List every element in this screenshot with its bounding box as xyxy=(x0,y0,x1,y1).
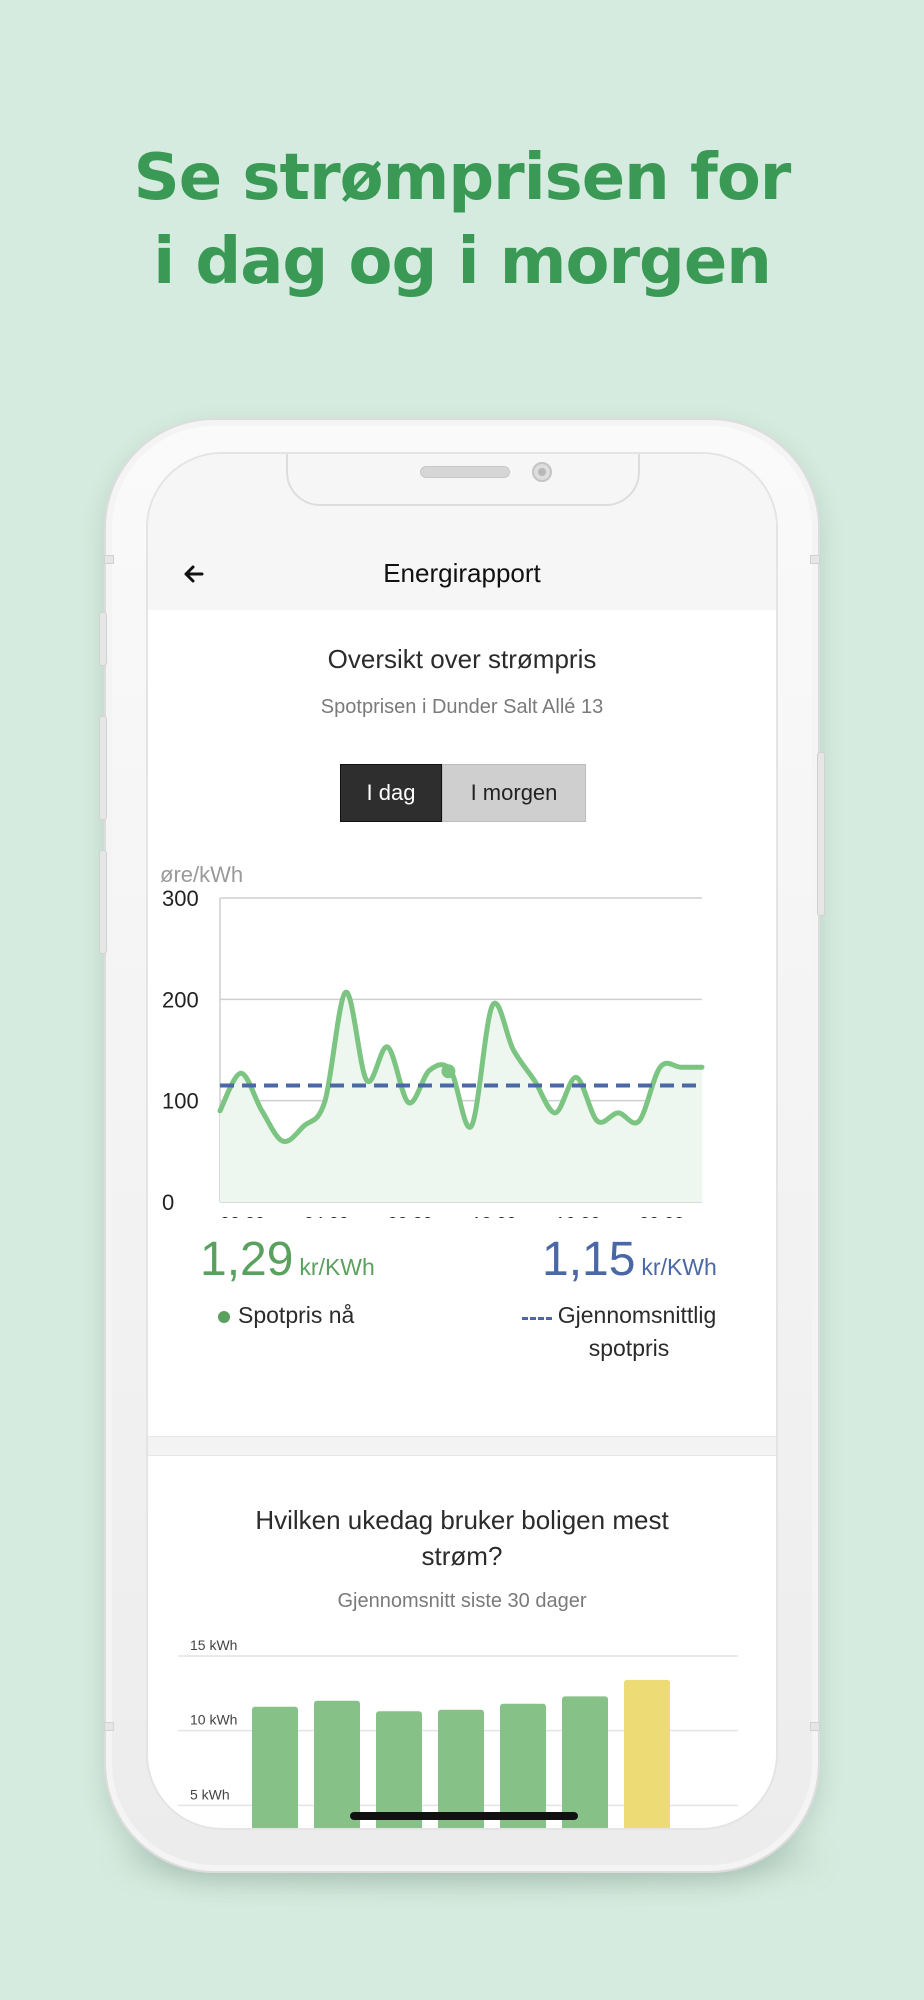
headline-line-1: Se strømprisen for xyxy=(133,141,792,215)
average-price: 1,15 kr/KWh xyxy=(542,1232,717,1287)
volume-up-button xyxy=(99,716,107,820)
headline-line-2: i dag og i morgen xyxy=(153,225,772,299)
x-tick-label: 20:00 xyxy=(639,1214,684,1218)
dot-icon xyxy=(218,1311,230,1323)
x-tick-label: 08:00 xyxy=(388,1214,433,1218)
y-tick-label: 0 xyxy=(162,1190,174,1215)
current-price: 1,29 kr/KWh xyxy=(200,1232,375,1287)
average-price-legend: Gjennomsnittlig spotpris xyxy=(504,1302,734,1362)
spot-price-area xyxy=(220,992,702,1202)
volume-down-button xyxy=(99,850,107,954)
dashed-line-icon xyxy=(521,1317,552,1321)
weekday-bar xyxy=(376,1711,422,1828)
phone-screen: Energirapport Oversikt over strømpris Sp… xyxy=(146,452,778,1830)
average-price-value: 1,15 xyxy=(542,1233,636,1286)
front-camera xyxy=(532,462,552,482)
tab-today[interactable]: I dag xyxy=(340,764,442,822)
average-price-unit: kr/KWh xyxy=(641,1254,717,1280)
power-button xyxy=(817,752,825,916)
weekday-card-title: Hvilken ukedag bruker boligen mest strøm… xyxy=(148,1502,776,1574)
weekday-card-subtitle: Gjennomsnitt siste 30 dager xyxy=(337,1590,587,1612)
spot-price-line xyxy=(217,989,705,1145)
y-tick-label: 5 kWh xyxy=(190,1786,230,1802)
current-price-label: Spotpris nå xyxy=(238,1302,355,1328)
weekday-chart: 5 kWh 10 kWh 15 kWh xyxy=(178,1637,738,1828)
mute-switch xyxy=(99,612,107,666)
antenna-band xyxy=(810,1722,820,1731)
y-tick-label: 200 xyxy=(162,987,199,1012)
headline: Se strømprisen for i dag og i morgen xyxy=(0,136,924,304)
current-price-unit: kr/KWh xyxy=(299,1254,375,1280)
weekday-bar xyxy=(500,1703,546,1828)
weekday-bar xyxy=(562,1696,608,1828)
y-tick-label: 10 kWh xyxy=(190,1712,237,1728)
section-divider xyxy=(148,1436,776,1456)
page-title: Energirapport xyxy=(383,558,541,588)
weekday-bar xyxy=(438,1709,484,1828)
y-tick-label: 15 kWh xyxy=(190,1637,237,1653)
x-tick-label: 16:00 xyxy=(555,1214,600,1218)
day-toggle: I dag I morgen xyxy=(340,764,586,822)
weekday-bar xyxy=(252,1706,298,1828)
price-card-title: Oversikt over strømpris xyxy=(327,644,597,674)
y-tick-label: 100 xyxy=(162,1089,199,1114)
home-indicator xyxy=(350,1812,578,1820)
antenna-band xyxy=(104,1722,114,1731)
weekday-title-line-1: Hvilken ukedag bruker boligen mest xyxy=(255,1505,669,1535)
y-axis-label: øre/kWh xyxy=(160,862,243,887)
weekday-bar xyxy=(624,1679,670,1828)
speaker xyxy=(420,466,510,478)
y-tick-label: 300 xyxy=(162,886,199,911)
x-tick-label: 00:00 xyxy=(220,1214,265,1218)
app-header: Energirapport xyxy=(148,540,776,610)
price-card-subtitle: Spotprisen i Dunder Salt Allé 13 xyxy=(320,696,604,718)
tab-tomorrow[interactable]: I morgen xyxy=(442,764,586,822)
current-price-value: 1,29 xyxy=(200,1233,294,1286)
current-price-legend: Spotpris nå xyxy=(218,1302,354,1329)
notch xyxy=(286,454,640,506)
x-tick-label: 12:00 xyxy=(471,1214,516,1218)
weekday-title-line-2: strøm? xyxy=(421,1541,503,1571)
arrow-left-icon[interactable] xyxy=(180,560,208,588)
antenna-band xyxy=(104,555,114,564)
x-tick-label: 04:00 xyxy=(304,1214,349,1218)
antenna-band xyxy=(810,555,820,564)
average-price-label-1: Gjennomsnittlig xyxy=(557,1302,717,1328)
weekday-bar xyxy=(314,1700,360,1828)
current-price-marker xyxy=(441,1064,456,1079)
average-price-label-2: spotpris xyxy=(588,1335,670,1361)
price-chart: øre/kWh 0 100 200 300 00:00 04:00 08:00 12:00 16:… xyxy=(160,862,705,1218)
